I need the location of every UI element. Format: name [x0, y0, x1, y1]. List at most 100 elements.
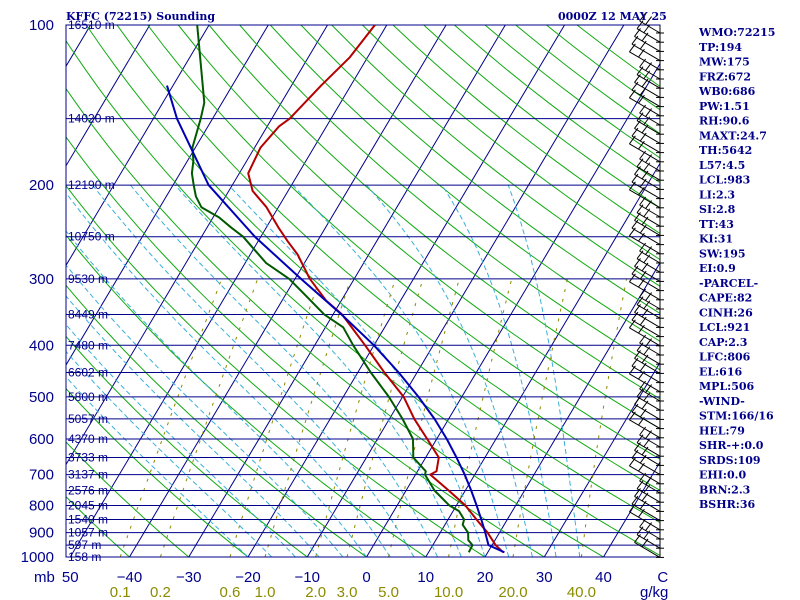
temperature-tick-label: 10	[417, 569, 434, 586]
height-label: 3733 m	[68, 450, 108, 464]
isotherm-line	[603, 461, 660, 557]
wind-barb	[631, 35, 664, 62]
index-line: SI:2.8	[699, 203, 736, 216]
wind-barb	[636, 112, 664, 135]
mixing-ratio-tick-label: 2.0	[305, 584, 326, 600]
isotherm-line	[425, 162, 660, 557]
dewpoint-trace	[190, 25, 474, 553]
pressure-tick-label: 300	[29, 271, 54, 288]
pressure-tick-label: 1000	[21, 549, 54, 566]
height-label: 597 m	[68, 538, 101, 552]
wind-barb	[639, 426, 664, 448]
wind-barb	[631, 495, 664, 522]
isotherm-line	[484, 261, 660, 557]
index-line: -WIND-	[699, 395, 745, 408]
mixing-ratio-line	[264, 278, 352, 557]
height-label: 9530 m	[68, 272, 108, 286]
index-line: CINH:26	[699, 306, 753, 319]
height-label: 8449 m	[68, 307, 108, 321]
height-label: 12190 m	[68, 178, 115, 192]
index-line: CAPE:82	[699, 292, 752, 305]
wind-barb	[634, 258, 664, 282]
wind-barb-column	[629, 12, 664, 558]
temperature-tick-label: 30	[536, 569, 553, 586]
wind-barb	[631, 403, 664, 430]
wind-barb	[639, 472, 664, 494]
parcel-trace	[166, 85, 505, 554]
wind-barb	[634, 442, 664, 466]
isotherm-line	[66, 25, 328, 466]
temperature-tick-label: −30	[176, 569, 201, 586]
mixing-ratio-line	[119, 278, 223, 557]
wind-barb	[631, 311, 664, 338]
index-line: SW:195	[699, 247, 746, 260]
height-label: 5800 m	[68, 390, 108, 404]
mixing-ratio-line	[159, 278, 259, 557]
wind-barb	[631, 357, 664, 384]
height-label: 10750 m	[68, 230, 115, 244]
isotherm-line	[543, 361, 660, 557]
wind-barb	[634, 534, 664, 558]
pressure-tick-label: 500	[29, 389, 54, 406]
wind-barb	[636, 250, 664, 273]
wind-barb	[636, 204, 664, 227]
index-line: EHI:0.0	[699, 469, 746, 482]
wind-barb	[639, 518, 664, 540]
temperature-tick-label: −40	[117, 569, 142, 586]
wind-barb	[631, 173, 664, 200]
temperature-tick-label: 0	[362, 569, 370, 586]
pressure-tick-label: 200	[29, 177, 54, 194]
wind-barb	[634, 28, 664, 52]
index-line: MW:175	[699, 56, 750, 69]
isotherm-line	[306, 25, 625, 557]
isobar-lines	[65, 24, 661, 558]
station-title: KFFC (72215) Sounding	[66, 10, 215, 23]
mixing-ratio-tick-label: 0.2	[150, 584, 171, 600]
mixing-ratio-tick-label: 1.0	[255, 584, 276, 600]
index-line: WB0:686	[698, 85, 756, 98]
moist-adiabat-line	[228, 184, 486, 557]
sounding-traces	[166, 25, 505, 554]
wind-barb	[631, 265, 664, 292]
mixing-ratio-tick-label: 0.6	[220, 584, 241, 600]
height-label: 2576 m	[68, 484, 108, 498]
wind-barb	[639, 104, 664, 126]
height-label: 16510 m	[68, 18, 115, 32]
wind-barb	[636, 20, 664, 43]
isotherm-line	[66, 25, 269, 366]
mixing-ratio-tick-label: 10.0	[434, 584, 463, 600]
index-line: SRDS:109	[699, 454, 761, 467]
wind-barb	[636, 158, 664, 181]
index-line: WMO:72215	[698, 26, 775, 39]
pressure-tick-label: 400	[29, 337, 54, 354]
mixing-ratio-tick-label: 0.1	[110, 584, 131, 600]
wind-barb	[639, 288, 664, 310]
wind-barb	[629, 181, 664, 209]
height-label: 4370 m	[68, 432, 108, 446]
index-line: -PARCEL-	[699, 277, 758, 290]
height-label: 1057 m	[68, 526, 108, 540]
wind-barb	[636, 434, 664, 457]
mixing-ratio-tick-label: 20.0	[498, 584, 527, 600]
index-line: EI:0.9	[699, 262, 736, 275]
mixing-ratio-unit-label: g/kg	[640, 584, 668, 600]
mixing-ratio-tick-label: 40.0	[567, 584, 596, 600]
moist-adiabat-line	[507, 184, 581, 557]
valid-time: 0000Z 12 MAY 25	[558, 10, 667, 23]
isotherm-line	[66, 25, 210, 267]
index-line: BRN:2.3	[699, 483, 750, 496]
wind-barb	[634, 120, 664, 144]
pressure-tick-label: 900	[29, 525, 54, 542]
wind-barb	[639, 12, 664, 34]
index-line: MPL:506	[699, 380, 755, 393]
wind-barb	[636, 342, 664, 365]
wind-barb	[634, 350, 664, 374]
wind-barb	[634, 166, 664, 190]
index-line: EL:616	[699, 365, 742, 378]
index-line: LCL:983	[699, 174, 750, 187]
wind-barb	[639, 58, 664, 80]
isotherm-line	[188, 25, 506, 557]
